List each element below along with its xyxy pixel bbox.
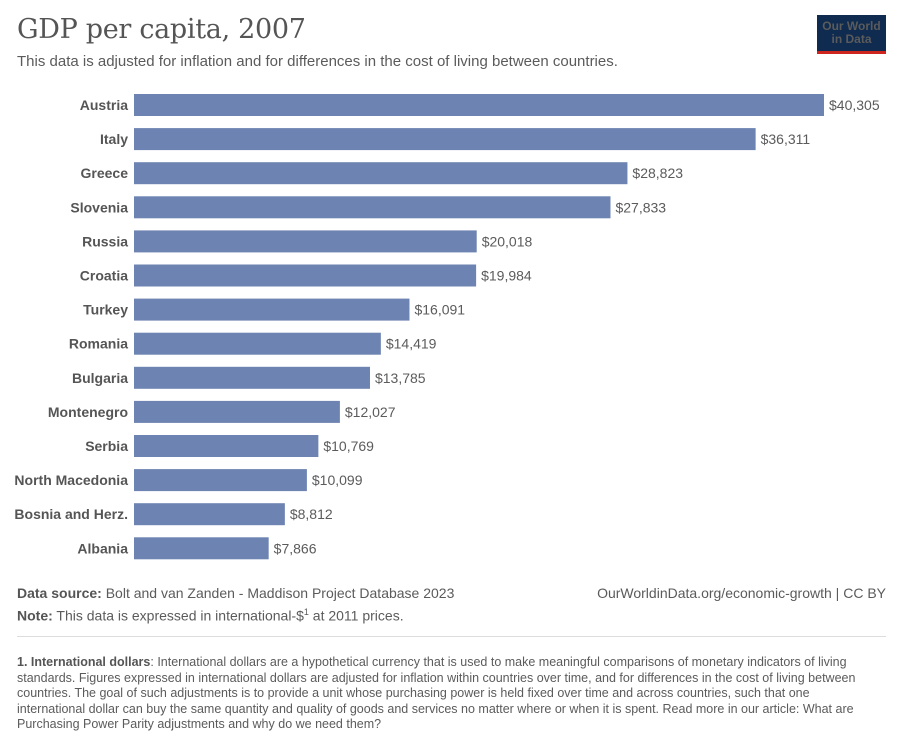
bar[interactable] (134, 400, 340, 423)
value-label: $28,823 (632, 165, 683, 181)
category-label: Turkey (83, 302, 128, 318)
category-label: Bulgaria (72, 370, 128, 386)
value-label: $40,305 (829, 97, 880, 113)
value-label: $7,866 (274, 540, 317, 556)
owid-license-link[interactable]: OurWorldinData.org/economic-growth | CC … (597, 585, 886, 601)
bar[interactable] (134, 537, 269, 560)
category-label: Slovenia (70, 199, 128, 215)
category-label: Austria (80, 97, 128, 113)
category-label: Romania (69, 336, 128, 352)
value-label: $10,769 (323, 438, 374, 454)
data-source-line: Data source: Bolt and van Zanden - Maddi… (17, 584, 454, 603)
logo-line-1: Our World (822, 19, 881, 33)
bar[interactable] (134, 332, 381, 355)
category-label: Albania (77, 540, 128, 556)
bar-chart: Austria $40,305 Italy $36,311 Greece $28,823 S… (14, 94, 880, 560)
chart-footer-left: Data source: Bolt and van Zanden - Maddi… (17, 584, 454, 626)
value-label: $13,785 (375, 370, 426, 386)
value-label: $10,099 (312, 472, 363, 488)
footnote-text: : International dollars are a hypothetic… (17, 655, 856, 731)
footnote-marker[interactable]: 1 (303, 607, 309, 617)
value-label: $12,027 (345, 404, 396, 420)
category-label: Bosnia and Herz. (14, 506, 128, 522)
category-label: Russia (82, 233, 128, 249)
value-label: $27,833 (615, 199, 666, 215)
footer-divider (17, 636, 886, 637)
note-line: Note: This data is expressed in internat… (17, 603, 454, 626)
category-label: Serbia (85, 438, 128, 454)
category-label: Italy (100, 131, 128, 147)
value-label: $19,984 (481, 268, 532, 284)
bar[interactable] (134, 162, 628, 185)
category-label: Greece (81, 165, 129, 181)
data-source-label: Data source: (17, 585, 102, 601)
bar[interactable] (134, 264, 477, 287)
bar[interactable] (134, 196, 611, 219)
value-label: $16,091 (414, 302, 465, 318)
note-label: Note: (17, 607, 53, 624)
bar[interactable] (134, 503, 285, 526)
category-label: Montenegro (48, 404, 128, 420)
bar[interactable] (134, 366, 370, 389)
owid-logo[interactable]: Our World in Data (817, 15, 886, 54)
note-text-end: at 2011 prices. (308, 607, 404, 624)
bar[interactable] (134, 435, 319, 457)
chart-title: GDP per capita, 2007 (17, 14, 306, 45)
data-source-link[interactable]: Bolt and van Zanden - Maddison Project D… (105, 585, 455, 601)
bar[interactable] (134, 298, 410, 321)
value-label: $8,812 (290, 506, 333, 522)
category-label: North Macedonia (14, 472, 128, 488)
footnote-label: 1. International dollars (17, 655, 151, 669)
bar[interactable] (134, 94, 824, 116)
chart-subtitle: This data is adjusted for inflation and … (17, 53, 618, 70)
bar[interactable] (134, 230, 477, 253)
value-label: $14,419 (386, 336, 437, 352)
footnote: 1. International dollars: International … (17, 655, 877, 733)
logo-line-2: in Data (831, 32, 872, 46)
bar[interactable] (134, 128, 756, 151)
value-label: $36,311 (761, 131, 811, 147)
bar[interactable] (134, 469, 307, 492)
note-text: This data is expressed in international-… (56, 607, 304, 624)
category-label: Croatia (80, 268, 128, 284)
value-label: $20,018 (482, 233, 533, 249)
